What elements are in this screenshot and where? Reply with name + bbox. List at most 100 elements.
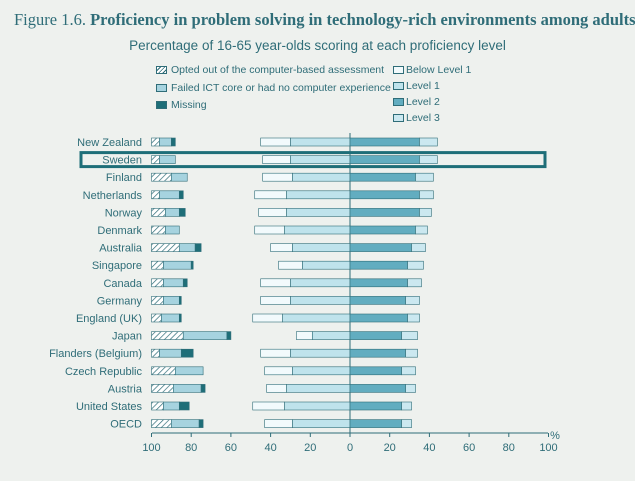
bar-below-level-1 (260, 348, 291, 358)
bar-below-level-1 (260, 137, 291, 147)
bar-level-1 (292, 172, 351, 182)
bar-opted-out (151, 260, 164, 270)
bar-missing (178, 296, 182, 305)
bar-below-level-1 (278, 260, 303, 270)
legend-label-level-2: Level 2 (406, 96, 440, 108)
bar-level-2 (349, 190, 420, 200)
legend-label-missing: Missing (171, 99, 207, 111)
bar-opted-out (151, 278, 164, 288)
bar-level-2 (349, 331, 402, 340)
bar-level-3 (411, 243, 426, 252)
category-label: Denmark (97, 225, 142, 237)
bar-below-level-1 (252, 401, 285, 411)
bar-missing (198, 419, 204, 428)
legend-swatch-opted-out (156, 66, 167, 74)
bar-below-level-1 (252, 313, 283, 323)
category-label: Australia (99, 243, 143, 255)
bar-opted-out (151, 296, 164, 305)
bar-missing (194, 243, 202, 252)
bar-level-2 (349, 260, 408, 270)
bar-failed-ict (163, 260, 192, 270)
x-tick-label: 100 (539, 442, 557, 454)
category-label: Canada (103, 278, 142, 290)
x-tick-label: 20 (304, 442, 316, 454)
bar-level-2 (349, 172, 416, 182)
x-tick-label: 40 (264, 442, 276, 454)
bar-level-2 (349, 366, 402, 376)
bar-opted-out (151, 313, 162, 323)
bar-level-2 (349, 401, 402, 411)
bar-failed-ict (159, 155, 176, 164)
bar-level-1 (290, 155, 351, 164)
figure-number: Figure 1.6. (14, 10, 86, 29)
bar-level-3 (401, 366, 416, 376)
bar-level-1 (284, 401, 351, 411)
x-tick-label: 100 (142, 442, 160, 454)
bar-level-3 (405, 384, 416, 393)
bar-opted-out (151, 208, 166, 217)
legend-label-level-1: Level 1 (406, 80, 440, 92)
category-label: Sweden (102, 155, 142, 167)
bar-failed-ict (165, 208, 180, 217)
bar-failed-ict (163, 296, 180, 305)
bar-level-1 (290, 296, 351, 305)
legend-label-failed-ict: Failed ICT core or had no computer exper… (171, 82, 391, 94)
category-label: Czech Republic (65, 366, 143, 378)
bar-failed-ict (159, 190, 180, 200)
bar-opted-out (151, 225, 166, 235)
bar-below-level-1 (266, 384, 287, 393)
bar-level-3 (401, 401, 412, 411)
bar-level-3 (419, 208, 432, 217)
bar-below-level-1 (296, 331, 313, 340)
legend-swatch-missing (156, 101, 167, 109)
bar-opted-out (151, 348, 160, 358)
bar-level-1 (286, 384, 351, 393)
bar-missing (178, 313, 182, 323)
bar-opted-out (151, 190, 160, 200)
category-label: Finland (106, 172, 142, 184)
bar-missing (182, 278, 188, 288)
bar-below-level-1 (264, 366, 293, 376)
legend-label-below-level-1: Below Level 1 (406, 64, 472, 76)
bar-level-3 (419, 190, 434, 200)
x-tick-label: 60 (463, 442, 475, 454)
bar-level-3 (407, 313, 420, 323)
bar-failed-ict (159, 137, 172, 147)
bar-level-1 (311, 331, 351, 340)
bar-failed-ict (159, 348, 182, 358)
legend-swatch-failed-ict (156, 84, 167, 92)
bar-level-3 (419, 137, 438, 147)
bar-below-level-1 (254, 190, 287, 200)
bar-level-1 (286, 208, 351, 217)
bar-below-level-1 (262, 172, 293, 182)
category-label: Flanders (Belgium) (49, 348, 142, 360)
category-label: New Zealand (77, 137, 142, 149)
bar-level-2 (349, 155, 420, 164)
bar-opted-out (151, 243, 180, 252)
x-tick-label: 80 (185, 442, 197, 454)
bar-opted-out (151, 137, 160, 147)
category-label: Austria (108, 383, 143, 395)
bar-opted-out (151, 172, 172, 182)
category-label: United States (76, 401, 143, 413)
bar-level-3 (401, 331, 418, 340)
bar-failed-ict (178, 243, 196, 252)
bar-level-2 (349, 419, 402, 428)
bar-below-level-1 (262, 155, 291, 164)
chart-title: Figure 1.6. Proficiency in problem solvi… (14, 10, 635, 30)
x-tick-label: 60 (225, 442, 237, 454)
figure-title: Proficiency in problem solving in techno… (90, 10, 635, 29)
bar-level-1 (282, 313, 351, 323)
x-tick-label: 20 (384, 442, 396, 454)
bar-level-3 (415, 172, 434, 182)
bar-level-1 (292, 419, 351, 428)
bar-level-2 (349, 278, 408, 288)
bar-opted-out (151, 384, 174, 393)
category-label: England (UK) (76, 313, 142, 325)
bar-level-3 (419, 155, 438, 164)
bar-failed-ict (171, 419, 200, 428)
bar-missing (171, 137, 176, 147)
bar-below-level-1 (270, 243, 293, 252)
